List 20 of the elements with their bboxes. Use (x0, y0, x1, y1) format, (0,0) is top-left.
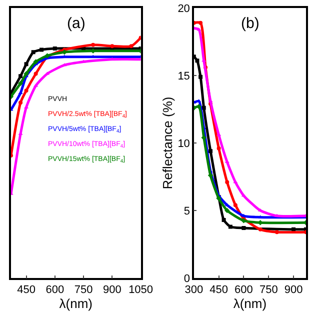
y-tick-label: 10 (178, 138, 190, 150)
x-tick-label: 750 (74, 284, 93, 296)
x-tick-label: 900 (102, 284, 122, 296)
x-tick-label: 600 (46, 284, 64, 296)
x-tick-label: 1050 (128, 284, 154, 296)
x-tick-label: 600 (234, 284, 253, 296)
y-tick-label: 0 (184, 272, 190, 285)
x-tick-label: 450 (210, 284, 228, 296)
x-tick-label: 900 (284, 284, 303, 296)
text: (b) (241, 15, 260, 32)
y-tick-label: 20 (178, 2, 190, 15)
chart-title: (a) (67, 15, 86, 32)
x-tick-label: 750 (259, 284, 278, 296)
x-tick-label: 300 (184, 284, 204, 296)
y-tick-label: 15 (178, 70, 190, 82)
x-axis-title: λ(nm) (59, 296, 93, 311)
y-axis-title: Reflectance (%) (160, 96, 176, 190)
x-axis-title: λ(nm) (233, 296, 267, 311)
y-tick-label: 5 (184, 205, 190, 218)
x-tick-label: 450 (17, 284, 36, 296)
